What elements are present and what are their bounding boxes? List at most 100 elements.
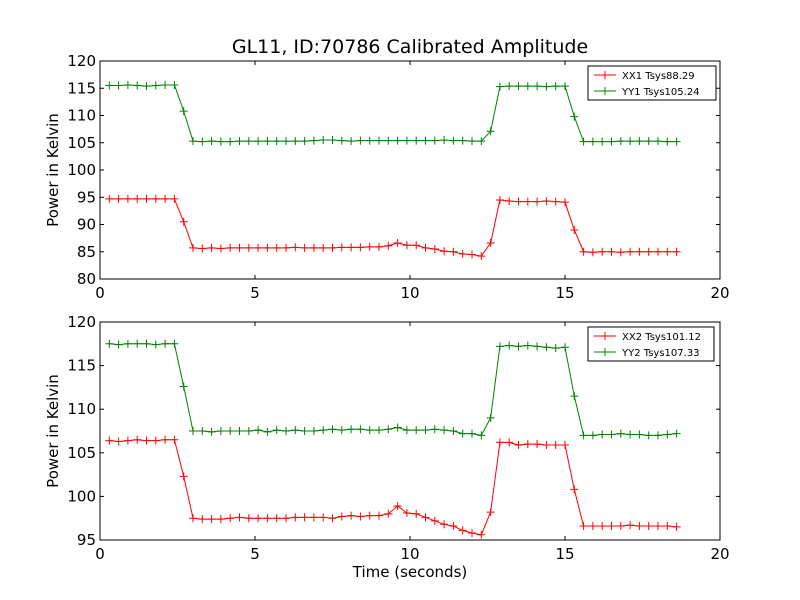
- data-point: [654, 522, 662, 531]
- data-point: [542, 440, 551, 449]
- data-point: [440, 247, 449, 256]
- data-point: [486, 127, 495, 136]
- data-point: [458, 249, 467, 258]
- top-panel: 0 5 10 15 20 80 85 90 95 100 105 110 115 120 Power in …: [44, 52, 730, 302]
- data-point: [337, 512, 346, 521]
- x-tick-label: 10: [400, 545, 419, 563]
- x-tick-label: 15: [555, 284, 574, 302]
- data-point: [430, 516, 439, 525]
- data-point: [347, 511, 356, 520]
- data-point: [347, 137, 356, 146]
- legend-box: [587, 65, 717, 101]
- y-tick-label: 95: [77, 188, 96, 206]
- data-point: [244, 243, 253, 252]
- data-point: [226, 137, 235, 146]
- data-point: [309, 243, 318, 252]
- data-point: [309, 513, 318, 522]
- y-tick-label: 115: [67, 79, 96, 97]
- data-point: [514, 197, 523, 206]
- data-point: [663, 522, 672, 531]
- data-point: [244, 137, 253, 146]
- data-point: [263, 427, 272, 436]
- data-point: [170, 194, 179, 203]
- data-point: [635, 247, 644, 256]
- data-point: [272, 137, 281, 146]
- data-point: [356, 136, 365, 145]
- data-point: [477, 530, 486, 539]
- data-point: [514, 440, 523, 449]
- data-point: [198, 515, 207, 524]
- data-point: [626, 521, 635, 530]
- y-tick-label: 110: [67, 107, 96, 125]
- data-point: [189, 427, 197, 435]
- data-point: [151, 340, 160, 349]
- data-point: [505, 197, 514, 206]
- data-point: [533, 342, 542, 351]
- y-tick-label: 90: [77, 216, 96, 234]
- x-tick-label: 5: [250, 545, 260, 563]
- data-point: [598, 137, 607, 146]
- data-point: [393, 423, 402, 432]
- series-2: [105, 339, 681, 440]
- data-point: [207, 137, 216, 146]
- data-point: [561, 440, 569, 449]
- data-point: [468, 429, 476, 438]
- data-point: [579, 522, 588, 531]
- data-point: [598, 247, 607, 256]
- data-point: [179, 217, 188, 226]
- x-tick-label: 0: [95, 284, 105, 302]
- data-point: [421, 426, 430, 435]
- data-point: [533, 197, 542, 206]
- data-point: [272, 514, 281, 523]
- data-point: [458, 136, 467, 145]
- data-point: [570, 485, 579, 494]
- data-point: [551, 82, 560, 91]
- data-point: [421, 513, 430, 522]
- data-point: [105, 436, 114, 445]
- data-point: [142, 82, 151, 91]
- data-point: [402, 426, 411, 435]
- data-point: [421, 136, 430, 145]
- data-point: [672, 137, 681, 146]
- data-point: [644, 522, 653, 531]
- data-point: [235, 243, 244, 252]
- data-point: [365, 426, 374, 435]
- data-point: [216, 244, 225, 253]
- data-point: [328, 514, 337, 523]
- data-point: [226, 427, 235, 435]
- data-point: [347, 243, 356, 252]
- data-point: [254, 137, 263, 146]
- data-point: [123, 436, 132, 445]
- y-tick-label: 95: [77, 531, 96, 549]
- data-point: [309, 136, 318, 145]
- legend-label: YY2 Tsys107.33: [621, 348, 700, 359]
- y-axis-title: Power in Kelvin: [44, 374, 62, 488]
- data-point: [133, 81, 142, 90]
- data-point: [263, 514, 272, 523]
- legend-box: [587, 326, 715, 362]
- data-point: [207, 243, 216, 252]
- data-point: [189, 243, 197, 252]
- data-point: [570, 225, 579, 234]
- data-point: [616, 522, 625, 531]
- data-point: [300, 513, 309, 522]
- data-point: [505, 82, 514, 91]
- series-1: [105, 435, 681, 539]
- data-point: [282, 514, 290, 523]
- data-point: [412, 241, 421, 250]
- data-point: [114, 340, 123, 349]
- data-point: [189, 514, 197, 523]
- data-point: [114, 437, 123, 446]
- data-point: [430, 425, 439, 434]
- data-point: [486, 413, 495, 422]
- data-point: [430, 245, 439, 254]
- y-tick-label: 120: [67, 313, 96, 331]
- data-point: [495, 342, 504, 351]
- x-tick-label: 15: [555, 545, 574, 563]
- data-point: [672, 247, 681, 256]
- data-point: [542, 197, 551, 206]
- data-point: [198, 427, 207, 435]
- data-point: [477, 431, 486, 440]
- data-point: [319, 426, 328, 435]
- data-point: [254, 426, 263, 435]
